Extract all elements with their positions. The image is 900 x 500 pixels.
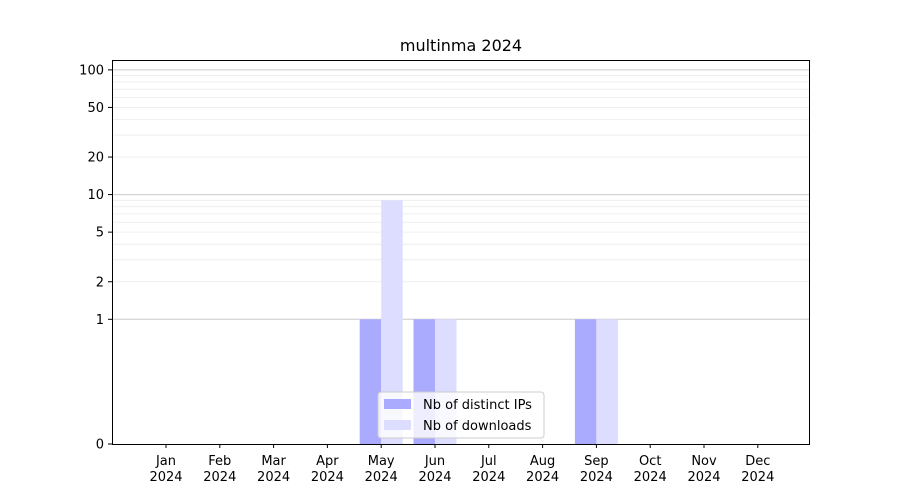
y-tick-label: 0 — [96, 438, 104, 453]
bar-downloads — [381, 200, 403, 444]
y-tick-label: 20 — [87, 151, 104, 166]
x-tick-label: Jul 2024 — [472, 454, 505, 485]
x-tick-label: May 2024 — [365, 454, 398, 485]
x-tick-label: Dec 2024 — [741, 454, 774, 485]
legend-label: Nb of distinct IPs — [423, 398, 532, 413]
y-tick-label: 2 — [96, 275, 104, 290]
plot-frame — [112, 60, 810, 445]
bar-distinct-ips — [359, 319, 382, 444]
y-tick-label: 5 — [96, 226, 104, 241]
bar-distinct-ips — [574, 319, 597, 444]
chart-title: multinma 2024 — [400, 36, 522, 55]
y-tick-label: 100 — [79, 63, 104, 78]
legend-swatch — [384, 420, 411, 430]
legend: Nb of distinct IPs Nb of downloads — [377, 391, 545, 439]
x-tick-label: Apr 2024 — [311, 454, 344, 485]
x-tick-label: Feb 2024 — [203, 454, 236, 485]
y-tick-label: 1 — [96, 313, 104, 328]
legend-label: Nb of downloads — [423, 419, 532, 434]
x-tick-label: Nov 2024 — [687, 454, 720, 485]
y-tick-label: 10 — [87, 188, 104, 203]
x-tick-label: Jun 2024 — [418, 454, 451, 485]
y-tick-label: 50 — [87, 101, 104, 116]
x-axis: Jan 2024 Feb 2024 Mar 2024 Apr 2024 May 2024 Jun 20… — [149, 444, 774, 485]
legend-swatch — [384, 399, 411, 409]
x-tick-label: Oct 2024 — [634, 454, 667, 485]
x-tick-label: Jan 2024 — [149, 454, 182, 485]
legend-box — [377, 391, 545, 439]
x-tick-label: Aug 2024 — [526, 454, 559, 485]
grid — [112, 69, 809, 320]
x-tick-label: Sep 2024 — [580, 454, 613, 485]
bar-downloads — [596, 319, 618, 444]
x-tick-label: Mar 2024 — [257, 454, 290, 485]
y-axis: 0 1 2 5 10 20 50 100 — [79, 63, 112, 453]
